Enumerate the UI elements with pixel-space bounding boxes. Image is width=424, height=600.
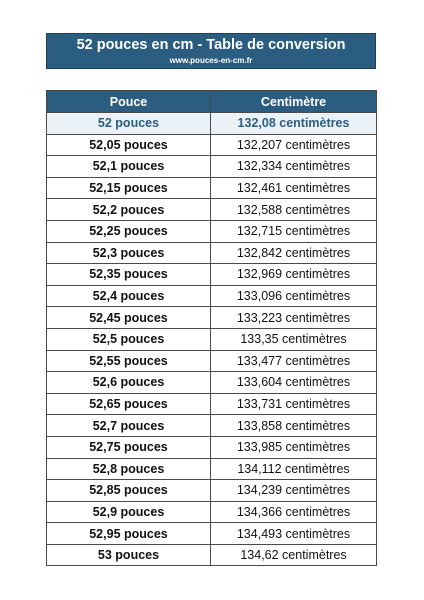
centimeters-cell: 134,366 centimètres <box>210 500 377 524</box>
inches-cell: 52,55 pouces <box>46 349 211 373</box>
table-body: 52 pouces 132,08 centimètres 52,05 pouce… <box>46 112 377 567</box>
table-row: 52,7 pouces 133,858 centimètres <box>46 414 377 437</box>
table-row: 52,3 pouces 132,842 centimètres <box>46 241 377 265</box>
inches-cell: 52,6 pouces <box>46 371 211 394</box>
centimeters-cell: 134,62 centimètres <box>210 543 377 567</box>
table-row: 52,65 pouces 133,731 centimètres <box>46 392 377 416</box>
inches-cell: 52,4 pouces <box>46 284 211 308</box>
inches-cell: 52,95 pouces <box>46 522 211 545</box>
inches-cell: 52,35 pouces <box>46 263 211 286</box>
inches-cell: 52,05 pouces <box>46 133 211 157</box>
table-row: 53 pouces 134,62 centimètres <box>46 543 377 567</box>
table-row: 52,1 pouces 132,334 centimètres <box>46 155 377 178</box>
table-row: 52,25 pouces 132,715 centimètres <box>46 219 377 243</box>
centimeters-cell: 133,858 centimètres <box>210 414 377 437</box>
inches-cell: 52,3 pouces <box>46 241 211 265</box>
centimeters-cell: 133,731 centimètres <box>210 392 377 416</box>
centimeters-cell: 133,35 centimètres <box>210 327 377 351</box>
table-row: 52,45 pouces 133,223 centimètres <box>46 306 377 329</box>
table-row: 52,95 pouces 134,493 centimètres <box>46 522 377 545</box>
centimeters-cell: 133,223 centimètres <box>210 306 377 329</box>
inches-cell: 52,45 pouces <box>46 306 211 329</box>
table-row: 52,2 pouces 132,588 centimètres <box>46 198 377 221</box>
page-title: 52 pouces en cm - Table de conversion <box>76 37 346 53</box>
inches-cell: 52,7 pouces <box>46 414 211 437</box>
inches-cell: 52,25 pouces <box>46 219 211 243</box>
centimeters-cell: 133,985 centimètres <box>210 435 377 459</box>
centimeters-cell: 134,112 centimètres <box>210 457 377 481</box>
column-header-inches: Pouce <box>46 90 211 113</box>
centimeters-cell: 132,588 centimètres <box>210 198 377 221</box>
centimeters-cell: 133,604 centimètres <box>210 371 377 394</box>
table-row: 52,4 pouces 133,096 centimètres <box>46 284 377 308</box>
title-banner: 52 pouces en cm - Table de conversion ww… <box>46 33 376 69</box>
centimeters-cell: 132,842 centimètres <box>210 241 377 265</box>
website-url: www.pouces-en-cm.fr <box>169 56 253 65</box>
table-row: 52,9 pouces 134,366 centimètres <box>46 500 377 524</box>
centimeters-cell: 132,715 centimètres <box>210 219 377 243</box>
centimeters-cell: 133,477 centimètres <box>210 349 377 373</box>
column-header-centimeters: Centimètre <box>210 90 377 113</box>
centimeters-cell: 132,461 centimètres <box>210 176 377 200</box>
table-row: 52,6 pouces 133,604 centimètres <box>46 371 377 394</box>
highlight-row: 52 pouces 132,08 centimètres <box>46 112 377 135</box>
inches-cell: 52,8 pouces <box>46 457 211 481</box>
centimeters-cell: 134,493 centimètres <box>210 522 377 545</box>
inches-cell: 52,65 pouces <box>46 392 211 416</box>
highlight-inches-cell: 52 pouces <box>46 112 211 135</box>
highlight-cm-cell: 132,08 centimètres <box>210 112 377 135</box>
centimeters-cell: 132,207 centimètres <box>210 133 377 157</box>
centimeters-cell: 133,096 centimètres <box>210 284 377 308</box>
inches-cell: 52,1 pouces <box>46 155 211 178</box>
inches-cell: 52,15 pouces <box>46 176 211 200</box>
table-row: 52,8 pouces 134,112 centimètres <box>46 457 377 481</box>
inches-cell: 53 pouces <box>46 543 211 567</box>
inches-cell: 52,75 pouces <box>46 435 211 459</box>
table-row: 52,85 pouces 134,239 centimètres <box>46 479 377 502</box>
table-row: 52,15 pouces 132,461 centimètres <box>46 176 377 200</box>
table-row: 52,05 pouces 132,207 centimètres <box>46 133 377 157</box>
conversion-table: Pouce Centimètre 52 pouces 132,08 centim… <box>46 90 377 567</box>
inches-cell: 52,5 pouces <box>46 327 211 351</box>
inches-cell: 52,85 pouces <box>46 479 211 502</box>
table-header-row: Pouce Centimètre <box>46 90 377 113</box>
table-row: 52,35 pouces 132,969 centimètres <box>46 263 377 286</box>
table-row: 52,75 pouces 133,985 centimètres <box>46 435 377 459</box>
table-row: 52,5 pouces 133,35 centimètres <box>46 327 377 351</box>
inches-cell: 52,9 pouces <box>46 500 211 524</box>
inches-cell: 52,2 pouces <box>46 198 211 221</box>
table-row: 52,55 pouces 133,477 centimètres <box>46 349 377 373</box>
centimeters-cell: 132,334 centimètres <box>210 155 377 178</box>
centimeters-cell: 132,969 centimètres <box>210 263 377 286</box>
centimeters-cell: 134,239 centimètres <box>210 479 377 502</box>
